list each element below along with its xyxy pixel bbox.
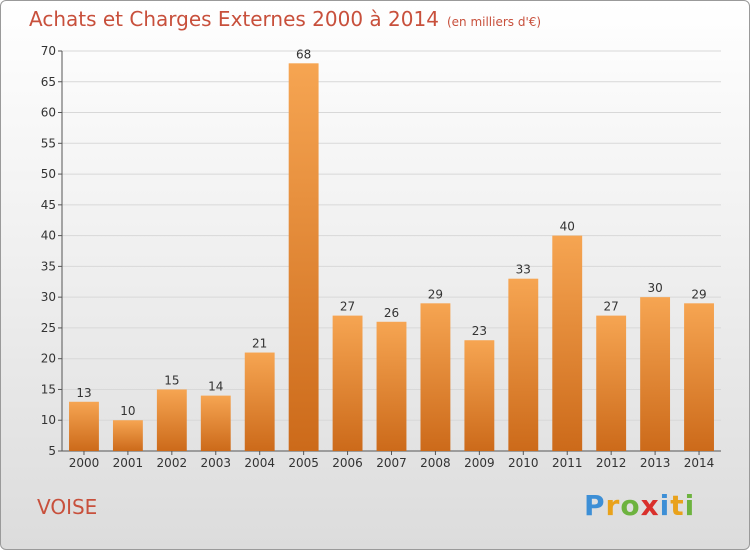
x-tick-label-2000: 2000 (69, 456, 100, 470)
logo-letter: t (670, 489, 685, 522)
value-label-2007: 26 (384, 306, 399, 320)
bar-2002 (156, 389, 187, 451)
bar-2013 (640, 297, 671, 451)
value-label-2006: 27 (340, 300, 355, 314)
value-label-2000: 13 (76, 386, 91, 400)
bar-2003 (200, 395, 231, 451)
bar-2006 (332, 315, 363, 451)
y-tick-label: 70 (41, 44, 56, 58)
bar-2009 (464, 340, 495, 451)
bar-2010 (508, 278, 539, 451)
x-tick-label-2012: 2012 (596, 456, 627, 470)
commune-name: VOISE (37, 495, 98, 519)
y-tick-label: 5 (48, 444, 56, 458)
proxiti-logo: Proxiti (584, 489, 695, 522)
y-tick-label: 55 (41, 136, 56, 150)
logo-letter: x (640, 489, 660, 522)
y-tick-label: 35 (41, 259, 56, 273)
value-label-2001: 10 (120, 404, 135, 418)
value-label-2002: 15 (164, 373, 179, 387)
logo-letter: i (659, 489, 671, 522)
bar-2007 (376, 321, 407, 451)
logo-letter: P (584, 489, 606, 522)
value-label-2010: 33 (516, 263, 531, 277)
bars (69, 63, 714, 452)
y-tick-label: 60 (41, 106, 56, 120)
bar-2008 (420, 303, 451, 451)
logo-letter: r (605, 489, 621, 522)
y-tick-label: 25 (41, 321, 56, 335)
value-label-2011: 40 (560, 220, 575, 234)
y-tick-label: 40 (41, 229, 56, 243)
bar-2011 (552, 235, 583, 451)
x-tick-label-2011: 2011 (552, 456, 583, 470)
x-tick-label-2006: 2006 (332, 456, 363, 470)
logo-letter: i (684, 489, 696, 522)
bar-2012 (596, 315, 627, 451)
bar-2000 (69, 401, 99, 451)
x-tick-label-2010: 2010 (508, 456, 539, 470)
value-label-2003: 14 (208, 380, 223, 394)
y-tick-label: 20 (41, 352, 56, 366)
x-tick-label-2007: 2007 (376, 456, 407, 470)
x-tick-label-2008: 2008 (420, 456, 451, 470)
x-tick-label-2005: 2005 (288, 456, 319, 470)
title-text: Achats et Charges Externes 2000 à 2014 (29, 7, 439, 31)
y-tick-label: 50 (41, 167, 56, 181)
chart-title: Achats et Charges Externes 2000 à 2014 (e… (29, 7, 541, 31)
logo-letter: o (620, 489, 641, 522)
y-tick-label: 10 (41, 413, 56, 427)
bar-2004 (244, 352, 275, 451)
x-tick-label-2002: 2002 (157, 456, 188, 470)
x-tick-label-2004: 2004 (244, 456, 275, 470)
value-label-2012: 27 (604, 300, 619, 314)
title-unit: (en milliers d'€) (446, 15, 542, 29)
bar-2001 (112, 420, 143, 451)
y-tick-label: 30 (41, 290, 56, 304)
value-label-2009: 23 (472, 324, 487, 338)
value-label-2014: 29 (691, 287, 706, 301)
value-label-2005: 68 (296, 47, 311, 61)
x-tick-label-2013: 2013 (640, 456, 671, 470)
value-labels: 13 10 15 14 21 68 27 26 29 23 33 40 27 30 29 (76, 47, 706, 418)
x-tick-label-2014: 2014 (684, 456, 715, 470)
y-tick-label: 15 (41, 382, 56, 396)
bar-2014 (684, 303, 714, 451)
value-label-2004: 21 (252, 337, 267, 351)
y-tick-label: 65 (41, 75, 56, 89)
value-label-2013: 30 (647, 281, 662, 295)
value-label-2008: 29 (428, 287, 443, 301)
y-tick-label: 45 (41, 198, 56, 212)
x-tick-label-2001: 2001 (113, 456, 144, 470)
bar-2005 (288, 63, 319, 452)
x-tick-label-2009: 2009 (464, 456, 495, 470)
x-tick-label-2003: 2003 (200, 456, 231, 470)
